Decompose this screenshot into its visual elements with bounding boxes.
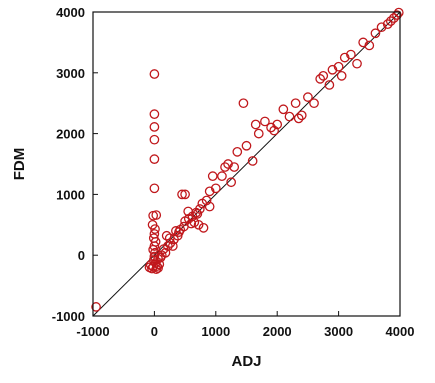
- data-point: [223, 159, 233, 169]
- data-point: [149, 183, 160, 194]
- y-tick-label: 0: [78, 248, 85, 263]
- data-point: [315, 74, 326, 84]
- data-point: [217, 171, 227, 182]
- data-point: [272, 119, 283, 130]
- data-point: [266, 122, 276, 133]
- data-point: [241, 140, 252, 151]
- y-tick-label: 3000: [56, 66, 85, 81]
- data-point: [204, 186, 215, 197]
- data-point: [147, 263, 157, 274]
- x-tick-label: 1000: [201, 324, 230, 339]
- data-point: [370, 28, 381, 39]
- data-point: [198, 222, 209, 233]
- data-point: [149, 109, 160, 119]
- data-point: [229, 162, 240, 172]
- data-point: [220, 162, 230, 172]
- data-point: [253, 128, 264, 139]
- data-point: [303, 92, 313, 102]
- data-point: [151, 264, 162, 275]
- data-point: [333, 61, 344, 72]
- data-point: [194, 204, 205, 214]
- data-point: [346, 49, 356, 60]
- data-point: [192, 209, 203, 219]
- data-point: [91, 302, 101, 312]
- data-point: [376, 22, 387, 33]
- data-point: [336, 70, 347, 81]
- data-point: [269, 125, 279, 136]
- x-axis-label: ADJ: [231, 353, 261, 370]
- data-point: [172, 230, 183, 241]
- reference-line-group: [92, 11, 401, 317]
- data-point: [177, 189, 187, 200]
- data-point: [327, 64, 338, 75]
- data-point: [149, 69, 160, 79]
- y-tick-label: -1000: [52, 309, 85, 324]
- data-point: [324, 80, 335, 90]
- data-point: [232, 146, 243, 157]
- data-point: [284, 111, 295, 122]
- data-point: [389, 13, 399, 23]
- axis-ticks-group: -1000 0 1000 2000 3000 4000 -1000 0 1000 2000 3000…: [52, 5, 415, 339]
- data-point: [179, 221, 189, 232]
- data-point: [148, 261, 159, 272]
- data-point: [392, 10, 402, 20]
- data-point: [309, 98, 319, 109]
- data-point: [150, 247, 160, 258]
- data-point: [293, 113, 304, 124]
- data-point: [364, 40, 375, 51]
- data-point: [352, 58, 362, 69]
- x-tick-label: 3000: [324, 324, 353, 339]
- data-point: [150, 224, 160, 234]
- data-point: [149, 122, 160, 132]
- y-tick-label: 1000: [56, 187, 85, 202]
- data-point: [296, 110, 307, 121]
- data-point: [238, 98, 249, 109]
- data-point: [149, 154, 160, 164]
- data-point: [210, 183, 221, 194]
- data-point: [318, 70, 329, 81]
- data-point: [207, 171, 218, 182]
- reference-line: [92, 11, 401, 317]
- data-point: [153, 263, 163, 273]
- data-point: [197, 198, 208, 209]
- data-point: [193, 219, 204, 230]
- data-point: [226, 177, 236, 188]
- data-point: [180, 189, 190, 200]
- data-point: [382, 19, 393, 30]
- x-tick-label: 2000: [263, 324, 292, 339]
- data-point: [247, 156, 258, 166]
- y-tick-label: 2000: [56, 127, 85, 142]
- y-tick-label: 4000: [56, 5, 85, 20]
- data-point: [278, 104, 289, 115]
- plot-frame: [92, 11, 401, 317]
- data-point: [260, 116, 270, 127]
- x-tick-label: -1000: [76, 324, 109, 339]
- y-axis-label: FDM: [11, 148, 28, 181]
- data-point: [167, 241, 178, 251]
- data-point: [151, 210, 162, 220]
- data-point: [160, 247, 171, 258]
- x-tick-label: 0: [151, 324, 158, 339]
- data-point: [358, 37, 369, 48]
- data-point: [339, 52, 350, 63]
- data-point: [290, 98, 301, 109]
- x-tick-label: 4000: [386, 324, 415, 339]
- data-points-group: [91, 7, 404, 312]
- data-point: [163, 241, 173, 251]
- data-point: [250, 119, 261, 130]
- data-point: [149, 134, 160, 145]
- data-point: [393, 7, 404, 18]
- data-point: [385, 16, 396, 26]
